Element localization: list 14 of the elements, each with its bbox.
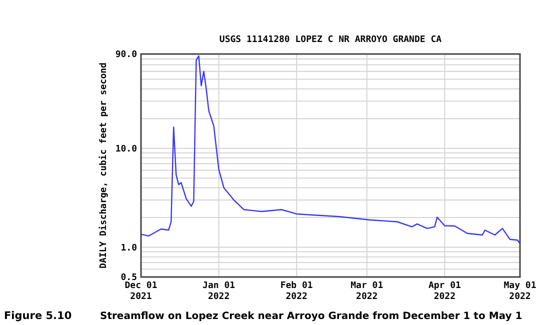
- x-tick-label: Apr 01 2022: [428, 281, 461, 302]
- y-tick-label: 1.0: [120, 243, 137, 254]
- x-tick-label: Feb 01 2022: [280, 281, 313, 302]
- x-tick-label: Jan 01 2022: [202, 281, 236, 302]
- text: Streamflow on Lopez Creek near Arroyo Grande from December 1 to May 1: [100, 311, 522, 322]
- x-tick-label: Mar 01 2022: [350, 281, 384, 302]
- chart-title: USGS 11141280 LOPEZ C NR ARROYO GRANDE CA: [219, 35, 442, 45]
- caption: Figure 5.10: [4, 310, 72, 322]
- x-tick-label: Dec 01 2021: [124, 281, 158, 302]
- x-tick-label: May 01 2022: [504, 281, 536, 302]
- line-series: [140, 55, 521, 244]
- y-tick-label: 90.0: [115, 50, 137, 60]
- y-tick-label: 10.0: [115, 144, 137, 155]
- y-axis-title: DAILY Discharge, cubic feet per second: [98, 62, 109, 268]
